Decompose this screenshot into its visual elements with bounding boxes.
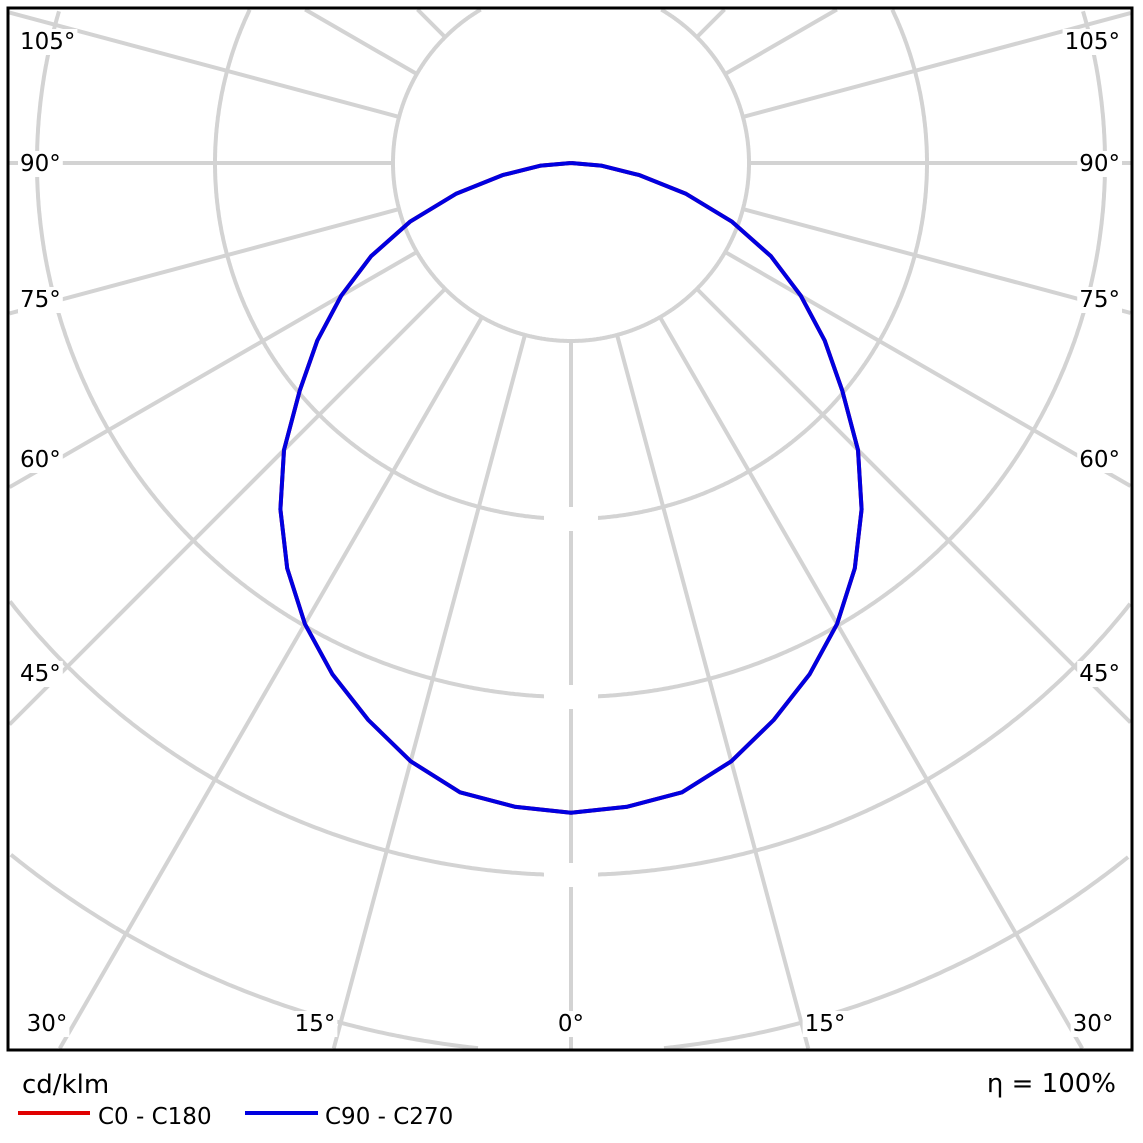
angle-label-bottom: 0° bbox=[558, 1011, 584, 1037]
grid-ring bbox=[9, 853, 479, 1051]
angle-label-bottom: 30° bbox=[1073, 1011, 1114, 1037]
angle-label-bg bbox=[802, 1011, 848, 1037]
grid-spoke bbox=[742, 207, 1132, 315]
angle-label-left: 60° bbox=[20, 447, 61, 473]
angle-label-bg bbox=[1062, 29, 1122, 55]
efficiency-label: η = 100% bbox=[987, 1069, 1116, 1099]
grid-spoke bbox=[8, 287, 447, 726]
angle-label-bottom: 15° bbox=[295, 1011, 336, 1037]
angle-label-right: 45° bbox=[1079, 661, 1120, 687]
angle-label-right: 60° bbox=[1079, 447, 1120, 473]
grid-spoke bbox=[724, 250, 1132, 488]
grid-spoke bbox=[695, 8, 726, 39]
angle-label-bg bbox=[1077, 661, 1122, 687]
angle-label-bg bbox=[555, 1011, 587, 1037]
angle-label-bg bbox=[1070, 1011, 1116, 1037]
grid-spoke bbox=[331, 334, 527, 1050]
angle-label-right: 75° bbox=[1079, 287, 1120, 313]
grid-spoke bbox=[58, 316, 484, 1050]
angle-label-left: 75° bbox=[20, 287, 61, 313]
series-line-c90-c270 bbox=[278, 161, 864, 815]
grid-spoke bbox=[724, 7, 838, 76]
angle-label-bottom: 15° bbox=[805, 1011, 846, 1037]
angle-label-bg bbox=[24, 1011, 70, 1037]
radial-tick-label-box bbox=[544, 507, 598, 531]
angle-labels: 105° 90° 75° 60° 45° 105° 90° 75° 60° 45° 30° 15° 0°… bbox=[18, 29, 1122, 1037]
angle-label-bg bbox=[292, 1011, 338, 1037]
unit-label: cd/klm bbox=[22, 1070, 109, 1100]
angle-label-right: 105° bbox=[1065, 29, 1120, 55]
legend: C0 - C180 C90 - C270 bbox=[18, 1104, 453, 1130]
angle-label-left: 45° bbox=[20, 661, 61, 687]
curves bbox=[278, 161, 864, 815]
angle-label-left: 105° bbox=[20, 29, 75, 55]
grid-ring bbox=[391, 7, 751, 343]
plot-frame bbox=[6, 6, 1134, 1052]
grid-spoke bbox=[615, 334, 811, 1050]
grid-spoke bbox=[658, 316, 1084, 1050]
angle-label-bg bbox=[18, 29, 78, 55]
legend-label-c90-c270: C90 - C270 bbox=[325, 1104, 453, 1130]
angle-label-bg bbox=[18, 287, 63, 313]
grid-spoke bbox=[8, 207, 400, 316]
grid-ring bbox=[663, 855, 1130, 1051]
angle-label-right: 90° bbox=[1079, 151, 1120, 177]
grid-spoke bbox=[8, 250, 418, 489]
polar-grid bbox=[8, 7, 1132, 1051]
radial-tick-label-box bbox=[544, 685, 598, 709]
angle-label-bg bbox=[18, 447, 63, 473]
angle-label-bg bbox=[18, 661, 63, 687]
angle-label-left: 90° bbox=[20, 151, 61, 177]
angle-label-bg bbox=[1077, 287, 1122, 313]
angle-label-bg bbox=[18, 151, 63, 177]
grid-spoke bbox=[695, 287, 1132, 724]
angle-label-bottom: 30° bbox=[27, 1011, 68, 1037]
legend-label-c0-c180: C0 - C180 bbox=[98, 1104, 212, 1130]
grid-spoke bbox=[416, 8, 447, 39]
angle-label-bg bbox=[1077, 151, 1122, 177]
grid-spoke bbox=[304, 7, 418, 76]
radial-tick-label-box bbox=[544, 863, 598, 887]
angle-label-bg bbox=[1077, 447, 1122, 473]
